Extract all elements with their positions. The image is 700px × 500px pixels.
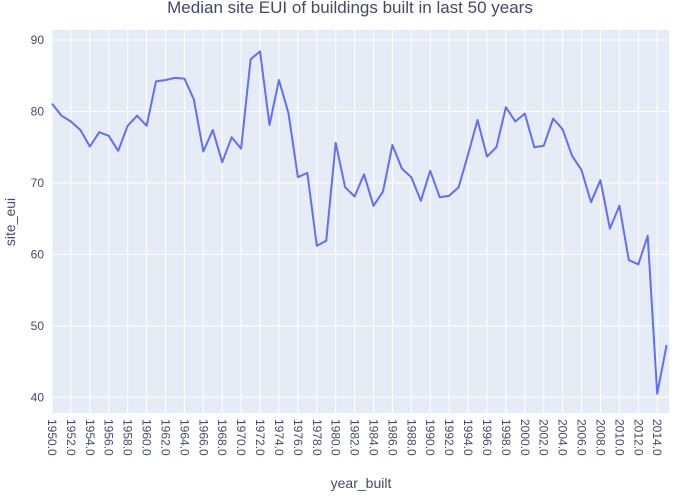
series-line xyxy=(51,50,668,395)
x-tick-label: 2004.0 xyxy=(556,419,570,456)
x-tick-label: 2010.0 xyxy=(612,419,626,456)
x-axis-title: year_built xyxy=(331,475,392,491)
x-tick-label: 1994.0 xyxy=(461,419,475,456)
x-tick-label: 2012.0 xyxy=(631,419,645,456)
x-tick-label: 1980.0 xyxy=(329,419,343,456)
x-tick-label: 1986.0 xyxy=(385,419,399,456)
x-tick-label: 1990.0 xyxy=(423,419,437,456)
x-tick-label: 1972.0 xyxy=(253,419,267,456)
y-tick-label: 80 xyxy=(31,104,45,118)
x-tick-label: 2014.0 xyxy=(650,419,664,456)
x-tick-label: 1956.0 xyxy=(102,419,116,456)
y-axis-ticks: 40 50 60 70 80 90 xyxy=(31,33,45,404)
x-tick-label: 1958.0 xyxy=(121,419,135,456)
chart-title: Median site EUI of buildings built in la… xyxy=(167,0,533,17)
y-tick-label: 50 xyxy=(31,319,45,333)
x-tick-label: 1978.0 xyxy=(310,419,324,456)
plot-area xyxy=(52,30,669,413)
x-tick-label: 1950.0 xyxy=(45,419,59,456)
x-tick-label: 1982.0 xyxy=(348,419,362,456)
x-tick-label: 2006.0 xyxy=(575,419,589,456)
x-tick-label: 1988.0 xyxy=(404,419,418,456)
x-tick-label: 1996.0 xyxy=(480,419,494,456)
x-axis-ticks: 1950.0 1952.0 1954.0 1956.0 1958.0 1960.0 1962… xyxy=(45,419,664,456)
x-tick-label: 2000.0 xyxy=(518,419,532,456)
x-tick-label: 1984.0 xyxy=(367,419,381,456)
x-tick-label: 1998.0 xyxy=(499,419,513,456)
x-tick-label: 1992.0 xyxy=(442,419,456,456)
x-tick-label: 2008.0 xyxy=(593,419,607,456)
grid xyxy=(51,30,669,413)
x-tick-label: 1970.0 xyxy=(234,419,248,456)
x-tick-label: 1952.0 xyxy=(64,419,78,456)
x-tick-label: 1954.0 xyxy=(83,419,97,456)
x-tick-label: 1960.0 xyxy=(140,419,154,456)
x-tick-label: 1976.0 xyxy=(291,419,305,456)
x-tick-label: 1974.0 xyxy=(272,419,286,456)
y-tick-label: 90 xyxy=(31,33,45,47)
y-tick-label: 60 xyxy=(31,247,45,261)
x-tick-label: 2002.0 xyxy=(537,419,551,456)
x-tick-label: 1966.0 xyxy=(196,419,210,456)
x-tick-label: 1962.0 xyxy=(158,419,172,456)
y-tick-label: 70 xyxy=(31,176,45,190)
y-tick-label: 40 xyxy=(31,390,45,404)
y-axis-title: site_eui xyxy=(2,198,18,246)
x-tick-label: 1968.0 xyxy=(215,419,229,456)
x-tick-label: 1964.0 xyxy=(177,419,191,456)
